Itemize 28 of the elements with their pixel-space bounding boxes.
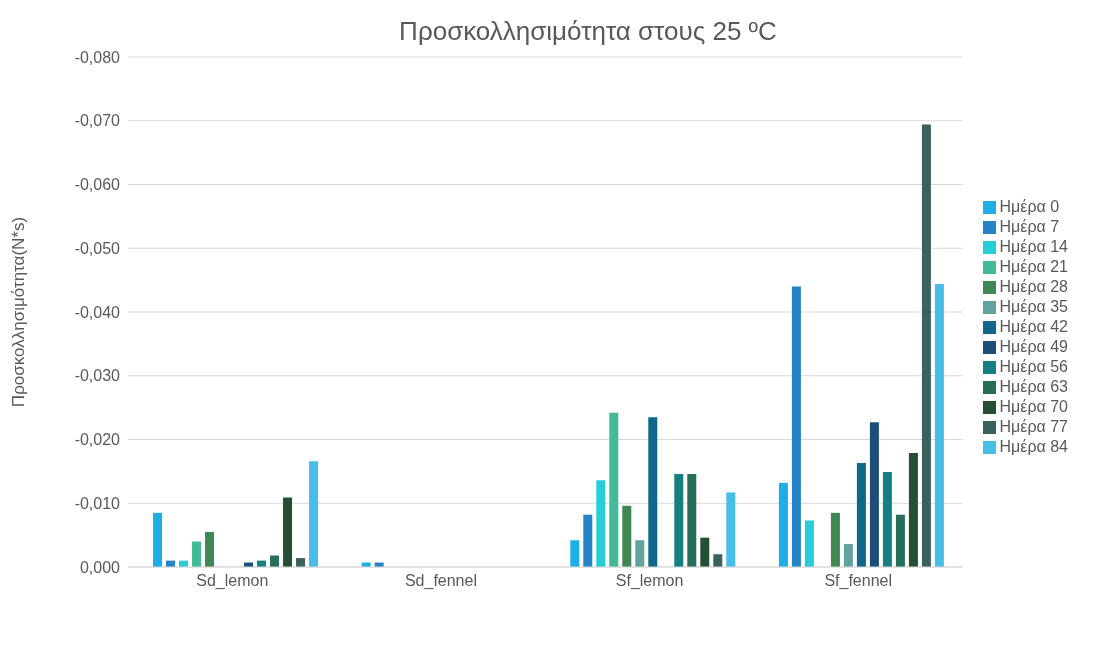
chart-title: Προσκολλησιμότητα στους 25 ºC — [398, 15, 778, 47]
legend-label: Ημέρα 70 — [999, 398, 1068, 415]
y-tick-label: -0,010 — [74, 494, 121, 512]
x-tick-label: Sd_fennel — [404, 572, 477, 591]
y-tick-label: 0,000 — [79, 558, 121, 576]
y-tick-label: -0,070 — [74, 112, 121, 130]
legend-label: Ημέρα 21 — [999, 258, 1068, 275]
legend-label: Ημέρα 0 — [999, 198, 1060, 215]
y-axis-title: Προσκολλησιμότητα(N*s) — [9, 216, 29, 408]
y-tick-label: -0,030 — [74, 367, 121, 385]
x-tick-label: Sf_fennel — [824, 572, 892, 591]
legend-label: Ημέρα 35 — [999, 298, 1068, 315]
legend-label: Ημέρα 28 — [999, 278, 1068, 295]
y-tick-label: -0,080 — [74, 48, 121, 66]
y-tick-label: -0,060 — [74, 176, 121, 194]
y-tick-label: -0,050 — [74, 239, 121, 257]
legend-label: Ημέρα 77 — [999, 418, 1068, 435]
legend-label: Ημέρα 7 — [999, 218, 1060, 235]
legend-label: Ημέρα 63 — [999, 378, 1068, 395]
legend-label: Ημέρα 14 — [999, 238, 1068, 255]
legend-label: Ημέρα 49 — [999, 338, 1068, 355]
legend-label: Ημέρα 56 — [999, 358, 1068, 375]
x-tick-label: Sf_lemon — [615, 572, 684, 591]
y-tick-label: -0,020 — [74, 431, 121, 449]
legend-label: Ημέρα 84 — [999, 438, 1068, 455]
legend-label: Ημέρα 42 — [999, 318, 1068, 335]
y-tick-label: -0,040 — [74, 303, 121, 321]
x-tick-label: Sd_lemon — [196, 572, 269, 591]
